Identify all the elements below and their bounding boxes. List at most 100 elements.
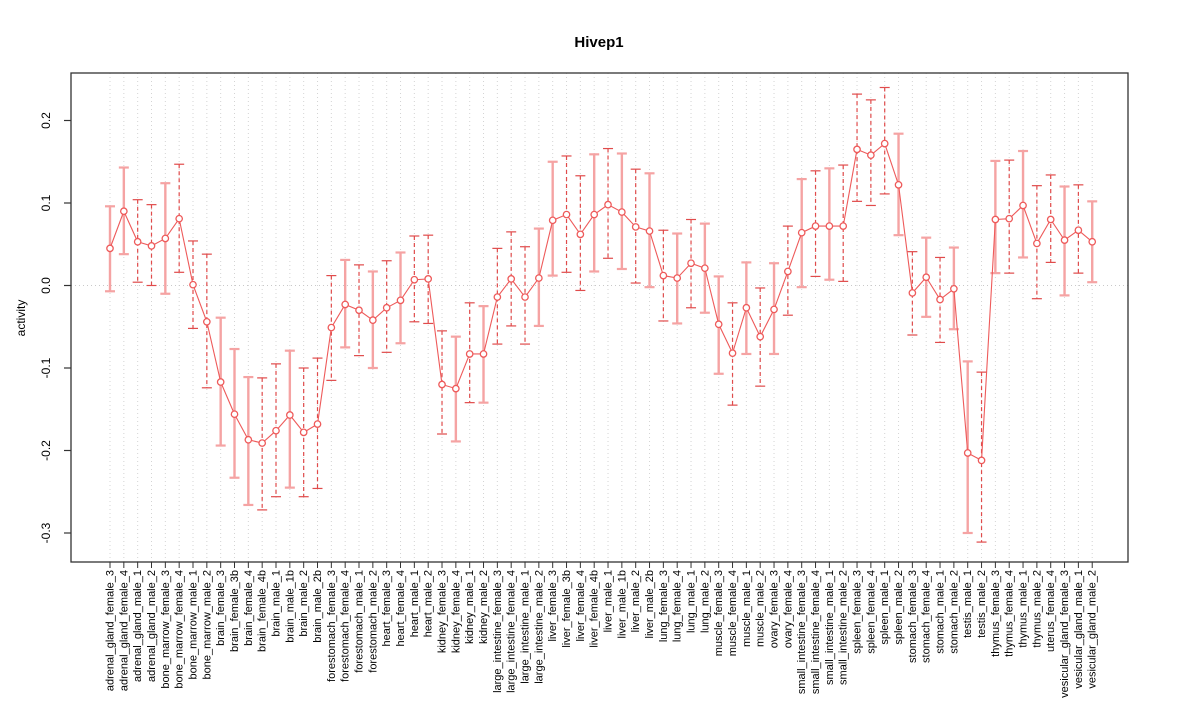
data-point (714, 320, 723, 329)
y-tick-label: 0.1 (39, 194, 53, 211)
x-tick-label: small_intestine_male_2 (838, 570, 850, 685)
error-bars-layer (105, 86, 1098, 543)
data-point (175, 214, 184, 223)
data-point (562, 210, 571, 219)
data-point (728, 349, 737, 357)
x-tick-label: muscle_female_4 (727, 570, 739, 656)
x-tick-label: heart_female_4 (395, 570, 407, 646)
data-point (701, 264, 709, 273)
x-tick-label: forestomach_male_1 (354, 570, 366, 673)
x-tick-label: lung_male_2 (699, 570, 711, 633)
data-point (1074, 226, 1083, 235)
data-point (908, 289, 917, 297)
x-tick-label: stomach_female_4 (921, 570, 933, 663)
x-tick-label: bone_marrow_female_3 (160, 570, 172, 689)
x-tick-label: large_intestine_male_2 (533, 570, 545, 684)
data-point (631, 223, 640, 231)
x-tick-label: spleen_male_1 (879, 570, 891, 645)
x-tick-label: forestomach_male_2 (367, 570, 379, 673)
x-tick-label: thymus_male_2 (1031, 570, 1043, 648)
data-point (410, 275, 419, 284)
data-point (189, 280, 197, 289)
x-tick-label: kidney_female_4 (450, 570, 462, 653)
data-point (133, 237, 142, 246)
x-tick-label: brain_male_1 (271, 570, 283, 637)
data-point (396, 296, 405, 305)
y-tick-labels-layer: 0.2 0.1 0.0 -0.1 -0.2 -0.3 (39, 112, 53, 544)
series-line-layer (109, 142, 1093, 462)
y-axis-label: activity (14, 300, 28, 337)
x-tick-label: heart_female_3 (381, 570, 393, 646)
x-tick-label: kidney_male_2 (478, 570, 490, 644)
data-point (119, 207, 128, 216)
y-tick-label: 0.2 (39, 112, 53, 129)
x-tick-label: stomach_male_2 (948, 570, 960, 654)
data-point (756, 332, 765, 341)
data-point (894, 181, 903, 189)
x-tick-label: brain_male_2b (312, 570, 324, 643)
x-tick-label: spleen_female_3 (852, 570, 864, 654)
x-tick-label: testis_male_2 (976, 570, 988, 638)
series-line (109, 142, 1093, 462)
x-tick-label: spleen_female_4 (865, 570, 877, 654)
data-point (438, 380, 446, 389)
x-tick-label: liver_female_3 (547, 570, 559, 642)
x-tick-label: uterus_female_4 (1045, 570, 1057, 652)
x-tick-label: small_intestine_female_3 (796, 570, 808, 694)
data-point (327, 323, 336, 332)
x-tick-label: forestomach_female_3 (326, 570, 338, 682)
data-point (645, 227, 654, 235)
x-tick-label: large_intestine_male_1 (520, 570, 532, 684)
data-point (742, 303, 751, 312)
chart-title: Hivep1 (574, 34, 623, 51)
x-tick-label: muscle_female_3 (713, 570, 725, 656)
x-tick-label: adrenal_gland_male_2 (146, 570, 158, 682)
data-point (839, 222, 848, 230)
data-point (424, 275, 433, 283)
x-tick-label: bone_marrow_male_2 (201, 570, 213, 679)
x-tick-label: kidney_male_1 (464, 570, 476, 644)
data-point (465, 350, 474, 358)
data-point (811, 222, 820, 230)
data-point (548, 216, 557, 225)
data-point (977, 456, 986, 465)
x-tick-label: small_intestine_female_4 (810, 570, 822, 694)
data-point (161, 234, 170, 243)
x-tick-label: adrenal_gland_female_4 (118, 570, 130, 691)
data-point (272, 426, 280, 435)
x-tick-label: brain_female_4 (243, 570, 255, 646)
x-tick-label: vesicular_gland_female_3 (1059, 570, 1071, 698)
data-point (991, 215, 1000, 224)
x-tick-label: brain_female_3b (229, 570, 241, 652)
data-point (493, 293, 502, 301)
data-point (867, 151, 875, 159)
x-tick-label: adrenal_gland_female_3 (105, 570, 117, 691)
x-tick-label: small_intestine_male_1 (824, 570, 836, 685)
x-tick-label: liver_male_2b (644, 570, 656, 638)
x-tick-label: stomach_male_1 (935, 570, 947, 654)
x-tick-label: kidney_female_3 (437, 570, 449, 653)
x-tick-label: thymus_female_4 (1004, 570, 1016, 657)
y-tick-label: -0.3 (39, 522, 53, 543)
x-tick-label: vesicular_gland_male_1 (1073, 570, 1085, 689)
y-tick-label: -0.2 (39, 440, 53, 461)
x-tick-label: forestomach_female_4 (340, 570, 352, 682)
x-tick-label: muscle_male_1 (741, 570, 753, 647)
data-point (576, 230, 585, 239)
y-tick-label: 0.0 (39, 277, 53, 294)
x-tick-label: liver_male_2 (630, 570, 642, 632)
data-point (825, 222, 834, 230)
data-point (147, 242, 156, 250)
data-point (507, 275, 516, 283)
data-point (784, 267, 792, 276)
x-tick-label: heart_male_2 (423, 570, 435, 637)
x-tick-label: stomach_female_3 (907, 570, 919, 663)
x-tick-label: muscle_male_2 (755, 570, 767, 647)
data-point (106, 244, 114, 253)
x-tick-label: liver_female_4b (589, 570, 601, 648)
x-tick-label: brain_male_1b (284, 570, 296, 643)
data-point (1033, 239, 1041, 248)
data-point (451, 384, 460, 393)
